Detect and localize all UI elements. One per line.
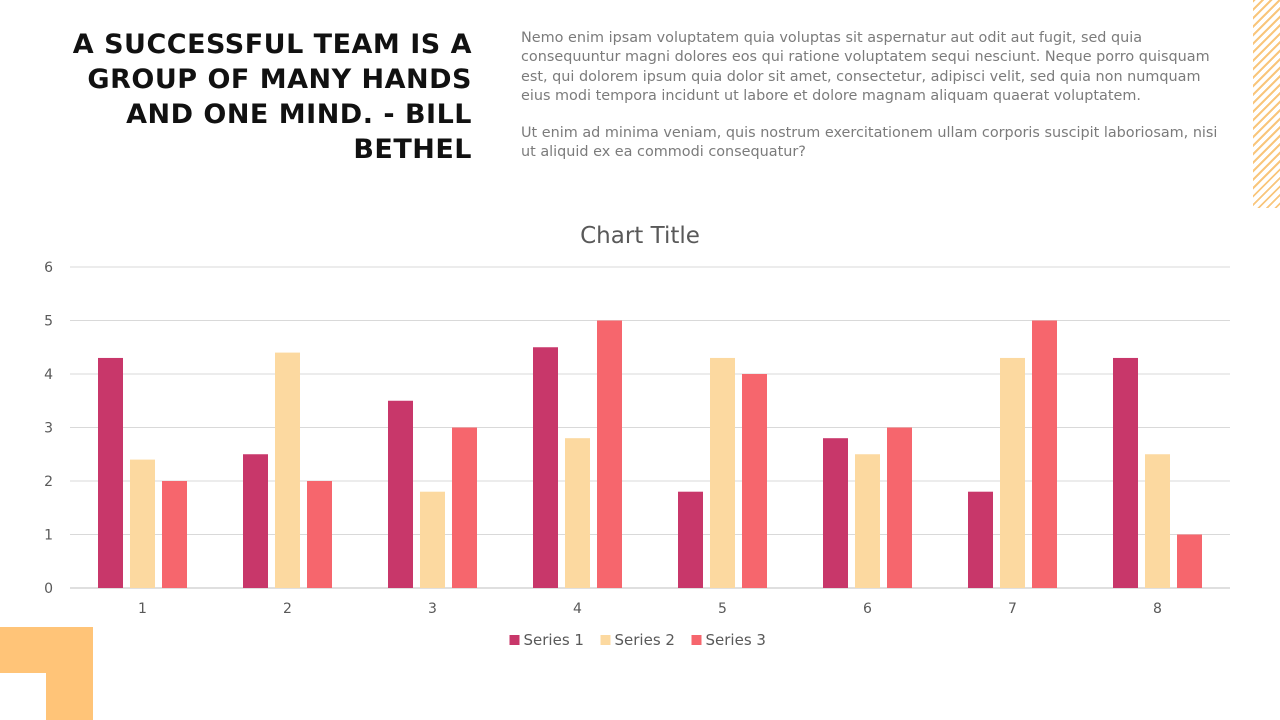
legend-label: Series 1 xyxy=(524,631,584,649)
chart-title: Chart Title xyxy=(580,223,700,249)
bar-series-2-cat-5 xyxy=(710,357,735,588)
bar-series-1-cat-4 xyxy=(533,347,558,588)
x-tick-label: 1 xyxy=(138,601,147,617)
x-tick-label: 5 xyxy=(718,601,727,617)
bar-series-2-cat-3 xyxy=(420,491,445,588)
decorative-stripes xyxy=(1253,0,1280,208)
y-tick-label: 4 xyxy=(44,367,53,383)
y-tick-label: 5 xyxy=(44,314,53,330)
bar-series-1-cat-8 xyxy=(1113,357,1138,588)
y-tick-label: 6 xyxy=(44,260,53,276)
bar-series-2-cat-6 xyxy=(855,454,880,588)
legend-swatch xyxy=(691,635,702,645)
x-tick-label: 6 xyxy=(863,601,872,617)
y-tick-label: 0 xyxy=(44,581,53,597)
bar-series-1-cat-2 xyxy=(243,454,268,588)
x-axis: 1 2 3 4 5 6 7 8 xyxy=(138,601,1162,617)
x-tick-label: 8 xyxy=(1153,601,1162,617)
bar-series-1-cat-3 xyxy=(388,400,413,588)
y-tick-label: 1 xyxy=(44,528,53,544)
x-tick-label: 4 xyxy=(573,601,582,617)
bar-series-2-cat-2 xyxy=(275,352,300,588)
bar-series-3-cat-7 xyxy=(1032,320,1057,588)
body-text: Nemo enim ipsam voluptatem quia voluptas… xyxy=(521,29,1226,181)
bar-series-1-cat-5 xyxy=(678,491,703,588)
legend-swatch xyxy=(509,635,520,645)
bar-series-3-cat-2 xyxy=(307,481,332,588)
bar-series-3-cat-8 xyxy=(1177,534,1202,588)
bar-series-2-cat-4 xyxy=(565,438,590,588)
bar-series-3-cat-3 xyxy=(452,427,477,588)
y-axis: 0 1 2 3 4 5 6 xyxy=(44,260,53,597)
bar-series-1-cat-1 xyxy=(98,357,123,588)
quote-heading: A SUCCESSFUL TEAM IS A GROUP OF MANY HAN… xyxy=(72,29,472,165)
bar-series-2-cat-8 xyxy=(1145,454,1170,588)
bar-series-1-cat-7 xyxy=(968,491,993,588)
legend-label: Series 2 xyxy=(615,631,675,649)
legend-swatch xyxy=(600,635,611,645)
bar-series-3-cat-4 xyxy=(597,320,622,588)
y-tick-label: 3 xyxy=(44,421,53,437)
decorative-corner-block xyxy=(0,627,93,720)
chart-bars xyxy=(98,320,1202,588)
paragraph-1: Nemo enim ipsam voluptatem quia voluptas… xyxy=(521,30,1210,104)
y-tick-label: 2 xyxy=(44,474,53,490)
chart-legend: Series 1 Series 2 Series 3 xyxy=(509,631,766,649)
bar-series-3-cat-6 xyxy=(887,427,912,588)
decorative-corner-cutout xyxy=(0,673,46,720)
bar-series-2-cat-7 xyxy=(1000,357,1025,588)
bar-series-1-cat-6 xyxy=(823,438,848,588)
x-tick-label: 7 xyxy=(1008,601,1017,617)
paragraph-2: Ut enim ad minima veniam, quis nostrum e… xyxy=(521,125,1218,161)
bar-series-3-cat-5 xyxy=(742,374,767,588)
bar-series-2-cat-1 xyxy=(130,459,155,588)
x-tick-label: 2 xyxy=(283,601,292,617)
legend-label: Series 3 xyxy=(706,631,766,649)
x-tick-label: 3 xyxy=(428,601,437,617)
bar-series-3-cat-1 xyxy=(162,481,187,588)
